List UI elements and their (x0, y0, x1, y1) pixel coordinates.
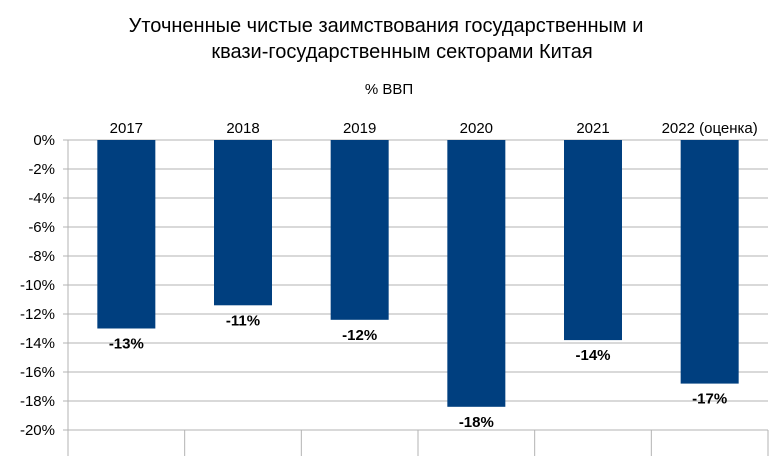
y-tick-label: -18% (20, 393, 55, 410)
data-label: -14% (575, 347, 610, 364)
data-label: -17% (692, 391, 727, 408)
bar (330, 140, 389, 320)
y-tick-label: -20% (20, 422, 55, 439)
bar (447, 140, 506, 407)
data-label: -18% (459, 414, 494, 431)
y-tick-label: -4% (28, 190, 55, 207)
y-tick-label: 0% (33, 132, 55, 149)
category-label: 2017 (110, 120, 143, 137)
y-tick-label: -8% (28, 248, 55, 265)
chart-title-line-1: Уточненные чистые заимствования государс… (128, 15, 644, 37)
y-tick-label: -16% (20, 364, 55, 381)
data-label: -12% (342, 327, 377, 344)
bar (680, 140, 739, 384)
category-label: 2020 (460, 120, 493, 137)
y-tick-label: -2% (28, 161, 55, 178)
data-label: -13% (109, 336, 144, 353)
bar (214, 140, 272, 306)
y-tick-label: -6% (28, 219, 55, 236)
bar (564, 140, 622, 341)
bar (97, 140, 156, 329)
chart-subtitle: % ВВП (364, 81, 414, 98)
y-tick-label: -14% (20, 335, 55, 352)
y-tick-label: -10% (20, 277, 55, 294)
chart-title-line-2: квази-государственным секторами Китая (211, 41, 593, 63)
category-label: 2018 (226, 120, 259, 137)
category-label: 2019 (343, 120, 376, 137)
category-label: 2021 (576, 120, 609, 137)
y-tick-label: -12% (20, 306, 55, 323)
data-label: -11% (226, 312, 260, 329)
category-label: 2022 (оценка) (662, 120, 758, 137)
